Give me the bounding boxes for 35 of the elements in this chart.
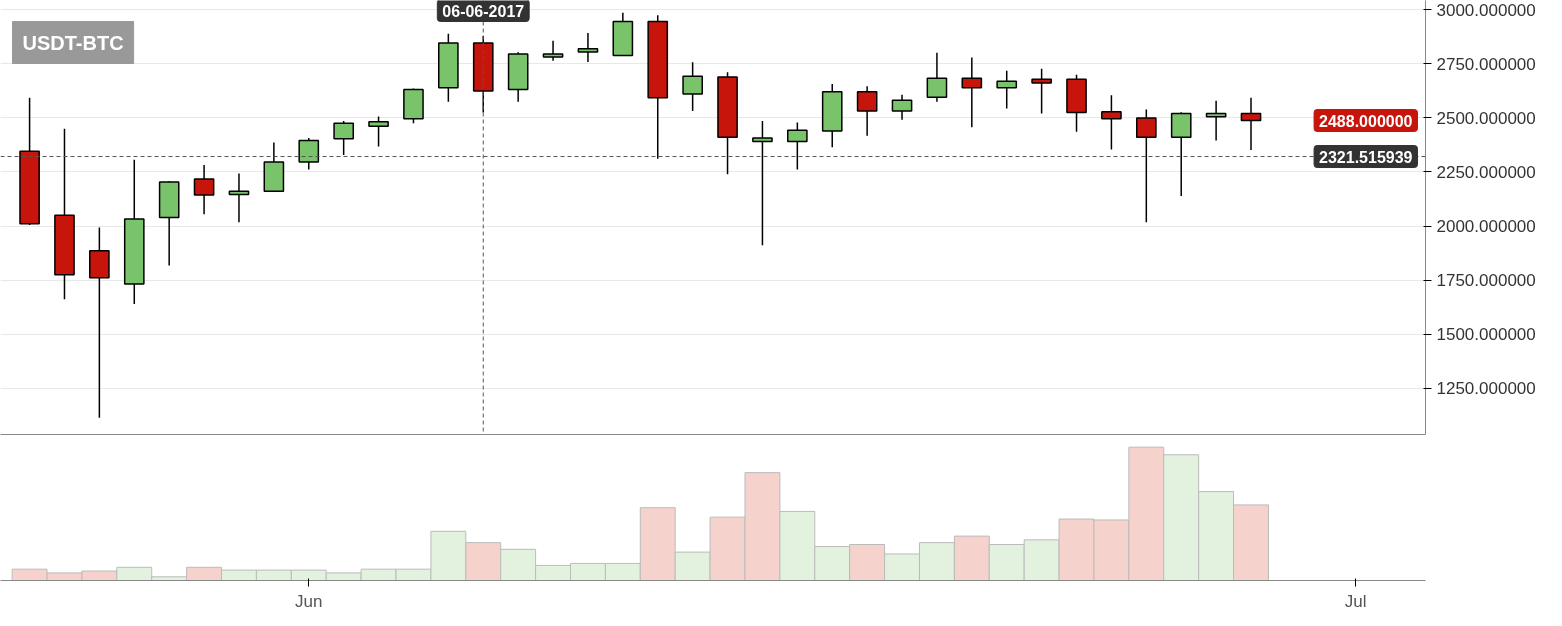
y-tick-label: 2250.000000 (1436, 162, 1536, 182)
candlestick (542, 39, 564, 62)
x-tick-label: Jun (295, 591, 323, 611)
x-tick-label: Jul (1344, 591, 1367, 611)
candlestick (786, 121, 808, 171)
y-tick-label: 2000.000000 (1436, 217, 1536, 237)
candlestick (577, 32, 599, 63)
candlestick (193, 164, 215, 216)
y-tick-label: 1500.000000 (1436, 325, 1536, 345)
candlestick (926, 52, 948, 103)
candlestick (961, 56, 983, 128)
text: USDT-BTC (22, 31, 124, 54)
candlestick (856, 85, 878, 137)
y-tick-label: 2500.000000 (1436, 108, 1536, 128)
candlestick (1240, 97, 1262, 151)
candlestick (996, 70, 1018, 110)
candlestick (1205, 100, 1227, 142)
annotation: 2488.000000 (1319, 112, 1413, 130)
candlestick (228, 172, 250, 223)
candlestick (1170, 111, 1192, 197)
candlestick (333, 120, 355, 156)
candlestick (298, 137, 320, 171)
candlestick (1135, 108, 1157, 223)
y-tick-label: 3000.000000 (1436, 0, 1536, 20)
candlestick (1031, 68, 1052, 115)
y-tick-label: 2750.000000 (1436, 54, 1536, 74)
candlestick (891, 94, 913, 121)
candlestick (682, 61, 703, 112)
ref-line-label: 2321.515939 (1319, 148, 1413, 166)
candlestick (752, 120, 773, 247)
ref-line-label: 06-06-2017 (442, 2, 525, 20)
candlestick (368, 115, 389, 148)
y-tick-label: 1750.000000 (1436, 271, 1536, 291)
y-tick-label: 1250.000000 (1436, 379, 1536, 399)
candlestick (1101, 94, 1122, 151)
